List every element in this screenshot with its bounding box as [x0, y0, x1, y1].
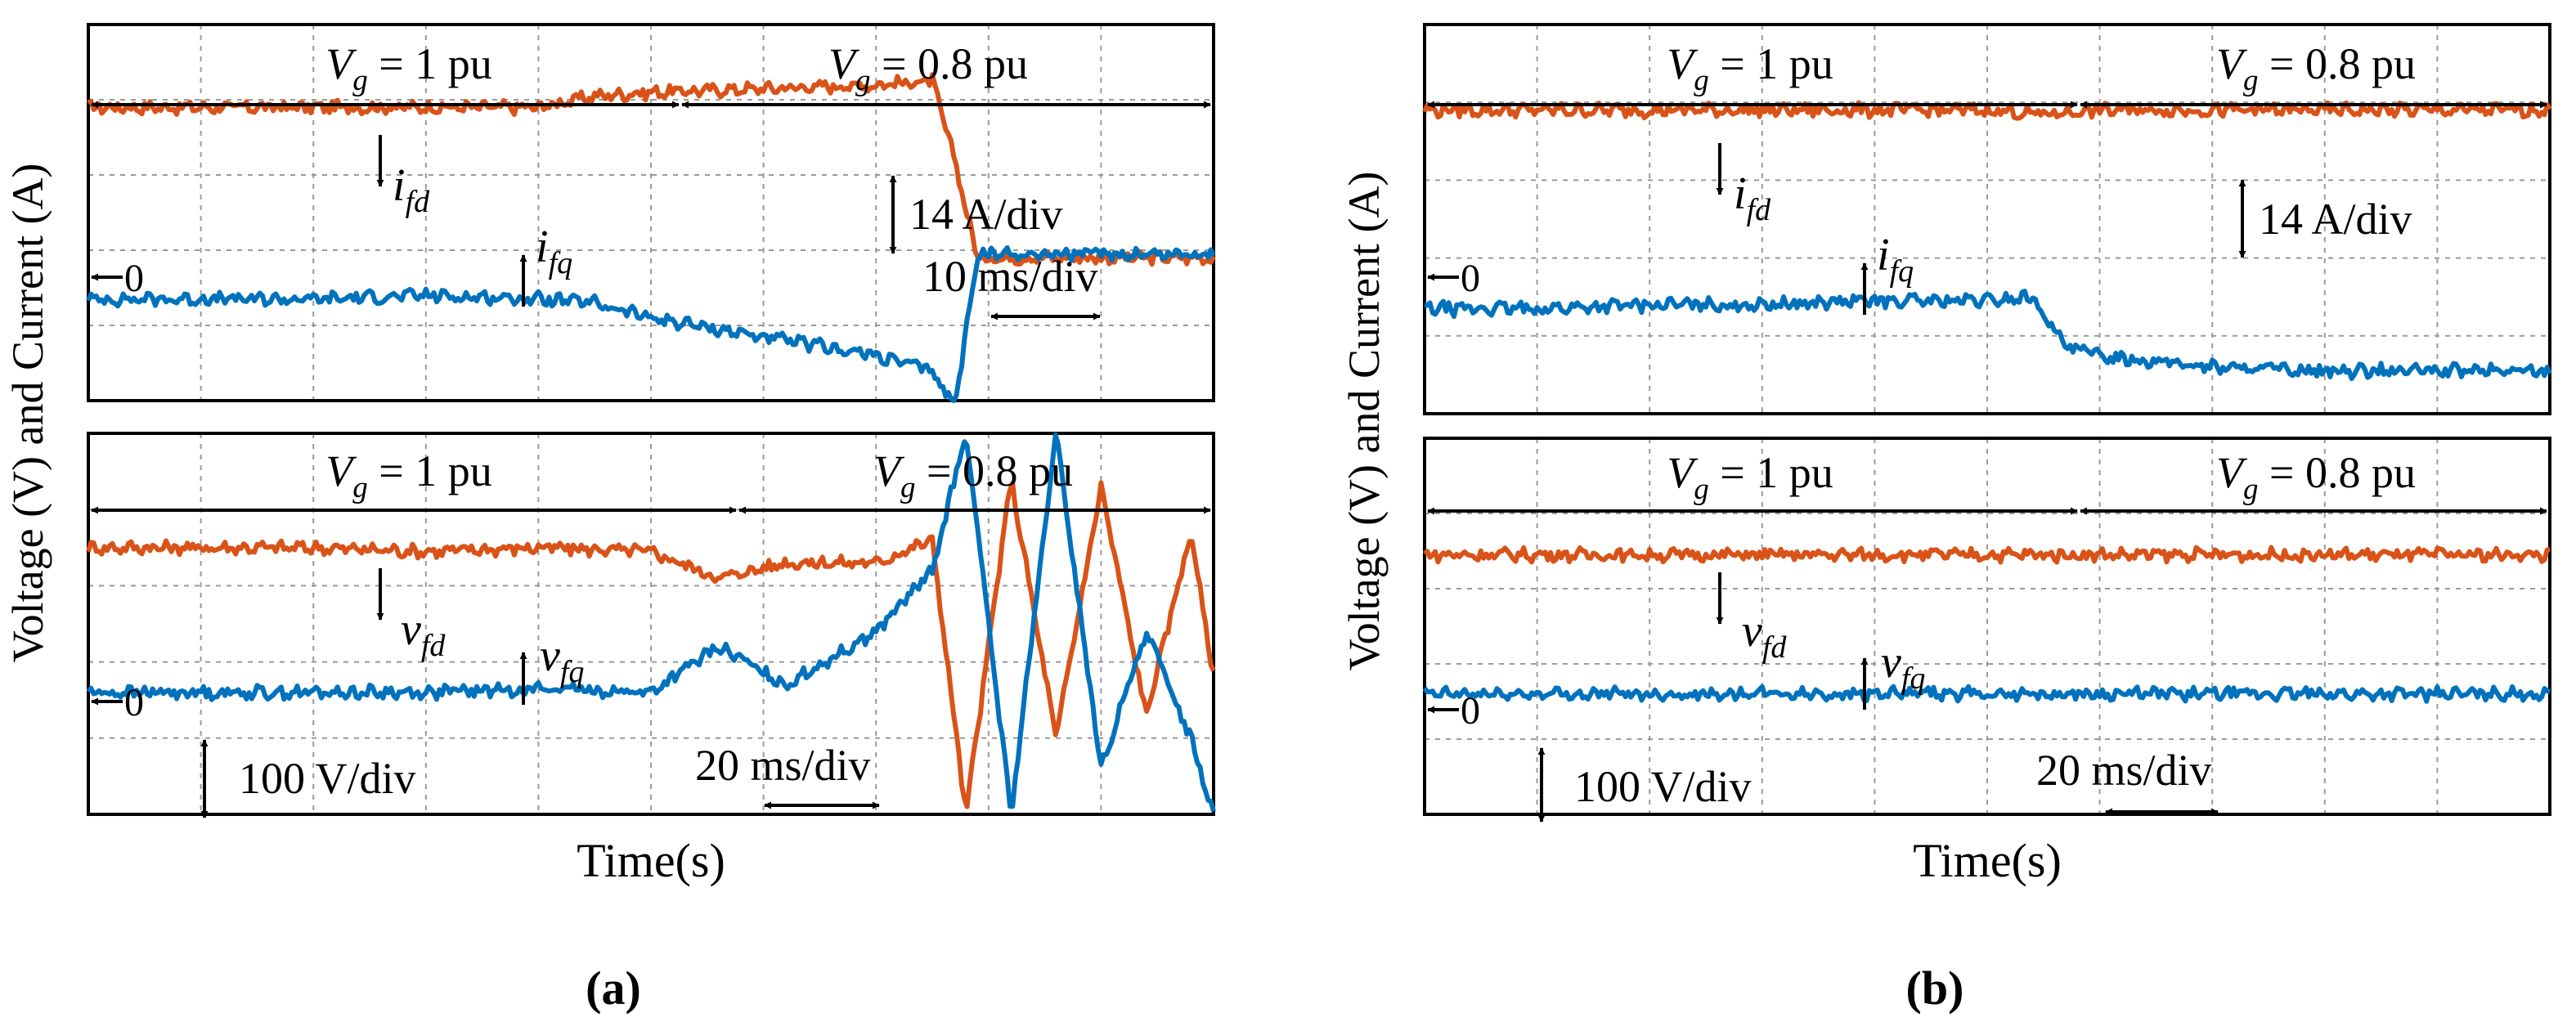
panel-a-bottom-region1-label: Vg = 1 pu — [325, 446, 491, 504]
panel-a-caption: (a) — [586, 962, 641, 1015]
panel-a-top-zero-label: 0 — [124, 257, 144, 300]
panel-a-bottom-region2-label: Vg = 0.8 pu — [873, 446, 1073, 504]
panel-b-bottom-region1-label: Vg = 1 pu — [1667, 448, 1833, 506]
trace-v-fq — [86, 432, 1216, 813]
panel-a-top-tscale-label: 10 ms/div — [922, 252, 1098, 301]
panel-b-caption: (b) — [1906, 962, 1964, 1015]
panel-b-top-vscale-label: 14 A/div — [2259, 195, 2412, 244]
trace-v-fd — [1423, 545, 2551, 565]
panel-b-bottom-plot — [1422, 437, 2551, 816]
panel-a-bottom-vscale-label: 100 V/div — [239, 754, 416, 803]
panel-a-ylabel: Voltage (V) and Current (A) — [3, 164, 52, 663]
panel-b-top-frame — [1423, 23, 2551, 415]
trace-v-fd — [86, 480, 1216, 809]
panel-a-bottom-tscale-label: 20 ms/div — [695, 741, 871, 790]
panel-a-bottom-frame — [87, 432, 1215, 816]
panel-a-bottom-vfq-label: vfq — [540, 630, 584, 689]
panel-a-bottom-vfd-label: vfd — [401, 604, 446, 663]
panel-b-top-region2-label: Vg = 0.8 pu — [2216, 39, 2416, 97]
panel-b: Voltage (V) and Current (A) Vg = 1 pu Vg… — [1340, 23, 2552, 1015]
panel-a-bottom-plot — [86, 432, 1216, 816]
panel-b-top-zero-label: 0 — [1461, 257, 1480, 300]
panel-b-top-ifq-label: ifq — [1877, 230, 1914, 289]
panel-a: Voltage (V) and Current (A) Vg = 1 pu Vg… — [3, 23, 1216, 1015]
panel-b-bottom-vscale-label: 100 V/div — [1574, 762, 1752, 811]
panel-b-top-ifd-label: ifd — [1734, 168, 1771, 227]
panel-b-bottom-tscale-label: 20 ms/div — [2036, 746, 2212, 795]
panel-b-ylabel: Voltage (V) and Current (A) — [1340, 172, 1389, 671]
panel-b-bottom-traces — [1422, 545, 2551, 704]
panel-a-top-ifq-label: ifq — [536, 222, 572, 280]
panel-a-top-frame — [87, 23, 1215, 402]
trace-i-fq — [86, 245, 1216, 403]
panel-b-bottom-frame — [1423, 437, 2551, 816]
panel-b-bottom-vfq-label: vfq — [1881, 637, 1925, 696]
panel-a-top-plot — [86, 23, 1216, 403]
panel-a-top-region1-label: Vg = 1 pu — [325, 39, 491, 97]
trace-v-fq — [1422, 684, 2551, 704]
panel-b-bottom-zero-label: 0 — [1461, 689, 1480, 733]
panel-a-bottom-zero-label: 0 — [124, 681, 144, 724]
panel-b-bottom-region2-label: Vg = 0.8 pu — [2216, 448, 2416, 506]
panel-a-xlabel: Time(s) — [577, 834, 725, 887]
panel-a-top-region2-label: Vg = 0.8 pu — [828, 39, 1028, 97]
panel-a-bottom-traces — [86, 432, 1216, 813]
panel-a-top-ifd-label: ifd — [393, 160, 430, 219]
panel-b-xlabel: Time(s) — [1913, 834, 2062, 887]
trace-i-fq — [1424, 289, 2552, 382]
panel-b-bottom-vfd-label: vfd — [1742, 606, 1787, 665]
panel-a-top-grid — [88, 25, 1214, 401]
panel-a-top-vscale-label: 14 A/div — [909, 190, 1063, 239]
panel-b-top-region1-label: Vg = 1 pu — [1667, 39, 1833, 97]
